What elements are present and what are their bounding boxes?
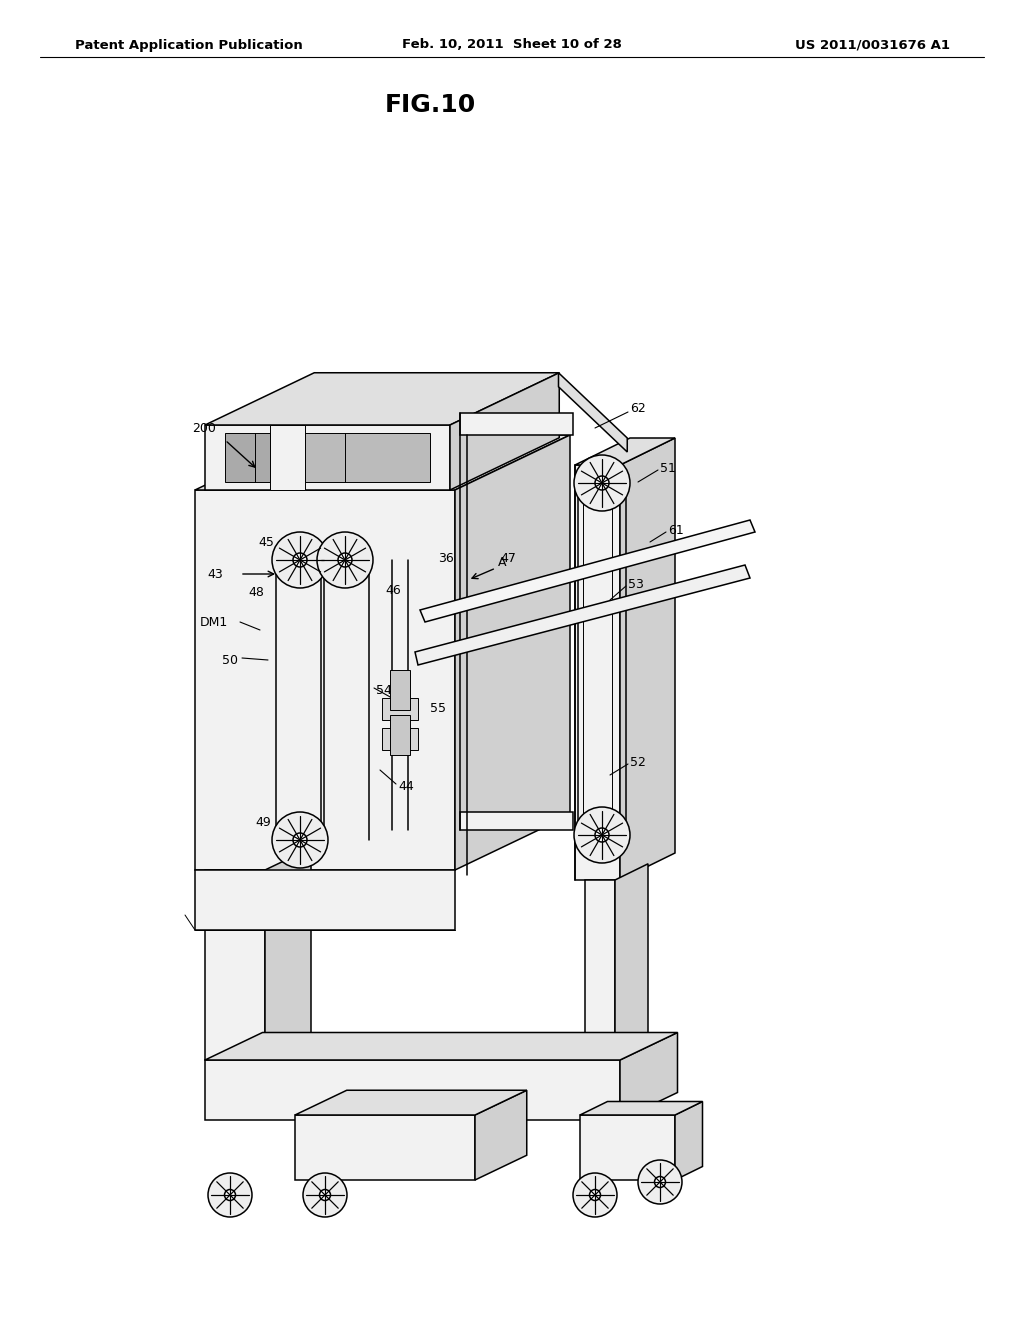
Polygon shape bbox=[585, 880, 615, 1060]
Circle shape bbox=[574, 455, 630, 511]
Text: 61: 61 bbox=[668, 524, 684, 536]
Text: 53: 53 bbox=[628, 578, 644, 590]
Polygon shape bbox=[450, 372, 559, 490]
Text: 45: 45 bbox=[258, 536, 273, 549]
Polygon shape bbox=[460, 812, 573, 830]
Circle shape bbox=[293, 553, 307, 568]
Text: 36: 36 bbox=[438, 552, 454, 565]
Text: 52: 52 bbox=[630, 755, 646, 768]
Polygon shape bbox=[558, 372, 628, 451]
Text: DM1: DM1 bbox=[200, 615, 228, 628]
Circle shape bbox=[319, 1189, 331, 1200]
Text: 50: 50 bbox=[222, 653, 238, 667]
Polygon shape bbox=[305, 433, 430, 482]
Circle shape bbox=[573, 1173, 617, 1217]
Text: 44: 44 bbox=[398, 780, 414, 792]
Polygon shape bbox=[382, 698, 418, 719]
Polygon shape bbox=[195, 436, 570, 490]
Polygon shape bbox=[195, 490, 455, 870]
Polygon shape bbox=[390, 671, 410, 710]
Circle shape bbox=[638, 1160, 682, 1204]
Text: 43: 43 bbox=[207, 568, 223, 581]
Text: 46: 46 bbox=[385, 583, 400, 597]
Polygon shape bbox=[575, 438, 675, 465]
Polygon shape bbox=[382, 729, 418, 750]
Circle shape bbox=[303, 1173, 347, 1217]
Polygon shape bbox=[620, 438, 675, 880]
Polygon shape bbox=[205, 1032, 678, 1060]
Polygon shape bbox=[205, 425, 450, 490]
Circle shape bbox=[595, 477, 609, 490]
Polygon shape bbox=[675, 1101, 702, 1180]
Circle shape bbox=[272, 812, 328, 869]
Circle shape bbox=[338, 553, 352, 568]
Text: 200: 200 bbox=[193, 421, 216, 434]
Text: 49: 49 bbox=[255, 816, 270, 829]
Text: FIG.10: FIG.10 bbox=[384, 92, 475, 117]
Text: Patent Application Publication: Patent Application Publication bbox=[75, 38, 303, 51]
Polygon shape bbox=[460, 413, 573, 436]
Polygon shape bbox=[390, 715, 410, 755]
Polygon shape bbox=[455, 436, 570, 870]
Polygon shape bbox=[415, 565, 750, 665]
Polygon shape bbox=[295, 1115, 475, 1180]
Polygon shape bbox=[270, 425, 305, 490]
Text: Feb. 10, 2011  Sheet 10 of 28: Feb. 10, 2011 Sheet 10 of 28 bbox=[402, 38, 622, 51]
Circle shape bbox=[317, 532, 373, 587]
Text: 62: 62 bbox=[630, 401, 646, 414]
Polygon shape bbox=[420, 520, 755, 622]
Polygon shape bbox=[580, 1101, 702, 1115]
Text: A: A bbox=[498, 556, 507, 569]
Polygon shape bbox=[295, 1090, 526, 1115]
Text: 51: 51 bbox=[660, 462, 676, 474]
Circle shape bbox=[595, 828, 609, 842]
Polygon shape bbox=[575, 465, 620, 880]
Circle shape bbox=[574, 807, 630, 863]
Text: 47: 47 bbox=[500, 552, 516, 565]
Circle shape bbox=[293, 833, 307, 847]
Circle shape bbox=[590, 1189, 600, 1200]
Polygon shape bbox=[620, 1032, 678, 1119]
Text: US 2011/0031676 A1: US 2011/0031676 A1 bbox=[795, 38, 950, 51]
Polygon shape bbox=[475, 1090, 526, 1180]
Polygon shape bbox=[225, 433, 270, 482]
Polygon shape bbox=[615, 863, 648, 1060]
Circle shape bbox=[654, 1176, 666, 1188]
Circle shape bbox=[208, 1173, 252, 1217]
Polygon shape bbox=[195, 870, 455, 931]
Polygon shape bbox=[205, 870, 265, 1060]
Text: 48: 48 bbox=[248, 586, 264, 598]
Polygon shape bbox=[205, 1060, 620, 1119]
Text: 55: 55 bbox=[430, 701, 446, 714]
Polygon shape bbox=[580, 1115, 675, 1180]
Circle shape bbox=[272, 532, 328, 587]
Polygon shape bbox=[205, 372, 559, 425]
Text: 54: 54 bbox=[376, 684, 392, 697]
Circle shape bbox=[224, 1189, 236, 1200]
Polygon shape bbox=[265, 847, 311, 1060]
